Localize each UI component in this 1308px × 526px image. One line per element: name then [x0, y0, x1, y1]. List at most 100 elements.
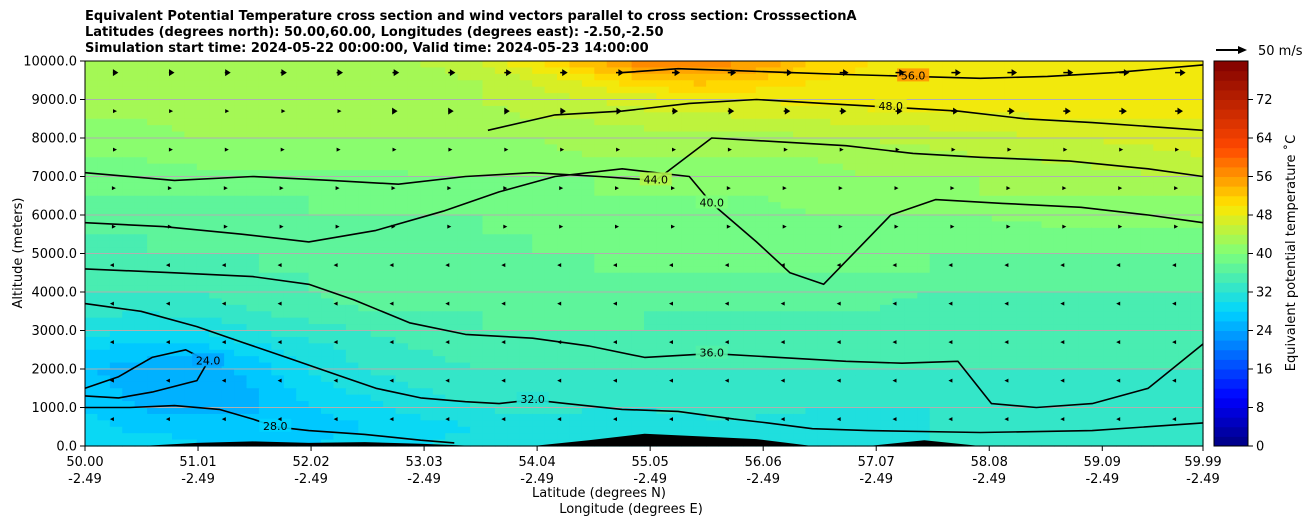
field-cell — [594, 247, 608, 255]
field-cell — [1029, 138, 1043, 146]
field-cell — [1053, 369, 1067, 377]
field-cell — [855, 407, 869, 415]
field-cell — [1066, 369, 1080, 377]
field-cell — [532, 343, 546, 351]
field-cell — [494, 234, 508, 242]
field-cell — [494, 388, 508, 396]
field-cell — [1053, 176, 1067, 184]
field-cell — [407, 272, 421, 280]
field-cell — [1140, 272, 1154, 280]
field-cell — [445, 131, 459, 139]
field-cell — [1140, 240, 1154, 248]
field-cell — [420, 279, 434, 287]
field-cell — [867, 298, 881, 306]
field-cell — [768, 93, 782, 101]
field-cell — [942, 279, 956, 287]
field-cell — [432, 138, 446, 146]
field-cell — [569, 298, 583, 306]
field-cell — [644, 285, 658, 293]
field-cell — [1128, 317, 1142, 325]
field-cell — [793, 259, 807, 267]
field-cell — [532, 67, 546, 75]
field-cell — [383, 362, 397, 370]
field-cell — [855, 189, 869, 197]
field-cell — [929, 336, 943, 344]
field-cell — [954, 401, 968, 409]
field-cell — [85, 375, 99, 383]
field-cell — [606, 118, 620, 126]
field-cell — [656, 144, 670, 152]
field-cell — [880, 407, 894, 415]
field-cell — [991, 93, 1005, 101]
field-cell — [855, 388, 869, 396]
field-cell — [606, 170, 620, 178]
field-cell — [358, 202, 372, 210]
field-cell — [134, 157, 148, 165]
field-cell — [445, 182, 459, 190]
field-cell — [867, 349, 881, 357]
field-cell — [855, 93, 869, 101]
field-cell — [395, 131, 409, 139]
field-cell — [519, 99, 533, 107]
field-cell — [805, 375, 819, 383]
field-cell — [283, 375, 297, 383]
field-cell — [1165, 401, 1179, 409]
field-cell — [333, 221, 347, 229]
field-cell — [1153, 362, 1167, 370]
field-cell — [855, 266, 869, 274]
field-cell — [681, 253, 695, 261]
field-cell — [85, 208, 99, 216]
field-cell — [457, 304, 471, 312]
field-cell — [929, 356, 943, 364]
field-cell — [880, 131, 894, 139]
field-cell — [656, 330, 670, 338]
field-cell — [743, 343, 757, 351]
field-cell — [407, 99, 421, 107]
field-cell — [644, 349, 658, 357]
field-cell — [482, 394, 496, 402]
field-cell — [793, 86, 807, 94]
field-cell — [606, 381, 620, 389]
field-cell — [805, 208, 819, 216]
field-cell — [606, 259, 620, 267]
field-cell — [1140, 298, 1154, 306]
field-cell — [196, 118, 210, 126]
field-cell — [345, 125, 359, 133]
field-cell — [1103, 388, 1117, 396]
field-cell — [283, 394, 297, 402]
field-cell — [345, 93, 359, 101]
field-cell — [395, 292, 409, 300]
field-cell — [1116, 118, 1130, 126]
field-cell — [780, 356, 794, 364]
field-cell — [718, 336, 732, 344]
field-cell — [755, 125, 769, 133]
field-cell — [855, 112, 869, 120]
field-cell — [407, 195, 421, 203]
field-cell — [109, 80, 123, 88]
field-cell — [234, 208, 248, 216]
field-cell — [171, 163, 185, 171]
field-cell — [470, 150, 484, 158]
field-cell — [606, 247, 620, 255]
field-cell — [954, 202, 968, 210]
field-cell — [445, 227, 459, 235]
field-cell — [147, 99, 161, 107]
field-cell — [917, 157, 931, 165]
field-cell — [718, 150, 732, 158]
field-cell — [283, 227, 297, 235]
field-cell — [457, 343, 471, 351]
field-cell — [209, 157, 223, 165]
field-cell — [321, 182, 335, 190]
field-cell — [855, 227, 869, 235]
field-cell — [470, 208, 484, 216]
field-cell — [482, 125, 496, 133]
field-cell — [917, 240, 931, 248]
field-cell — [159, 375, 173, 383]
field-cell — [370, 195, 384, 203]
field-cell — [1016, 112, 1030, 120]
field-cell — [706, 375, 720, 383]
field-cell — [1103, 170, 1117, 178]
field-cell — [1091, 73, 1105, 81]
field-cell — [494, 356, 508, 364]
field-cell — [544, 362, 558, 370]
